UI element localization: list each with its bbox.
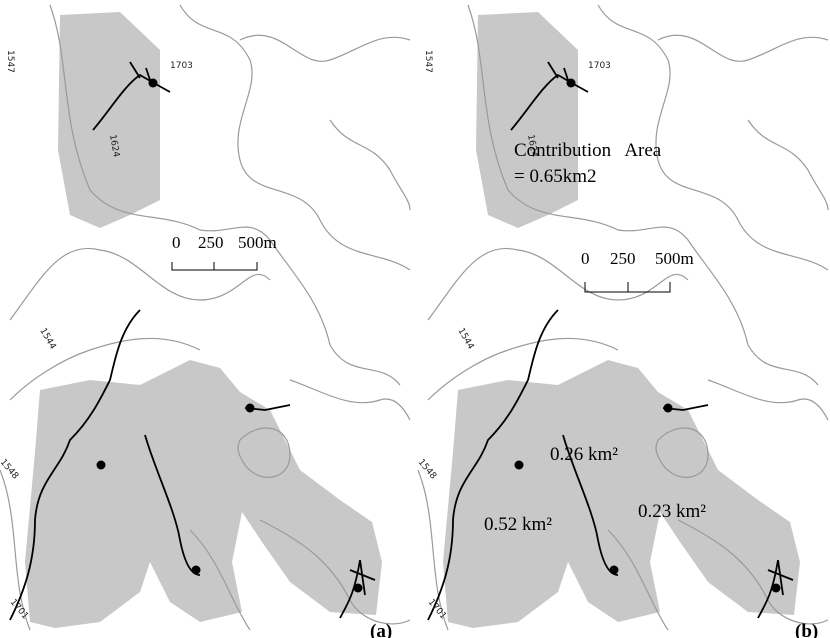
area-label: 0.26 km² bbox=[550, 444, 618, 465]
area-label: Contribution Area bbox=[514, 140, 662, 161]
contour-label: 1544 bbox=[455, 327, 475, 352]
contour-label: 1547 bbox=[5, 50, 15, 73]
contour-label: 1703 bbox=[170, 61, 193, 71]
scale-label: 0 bbox=[581, 249, 590, 268]
scale-bar bbox=[585, 282, 670, 292]
area-label: = 0.65km2 bbox=[514, 166, 597, 187]
contour-label: 1703 bbox=[588, 61, 611, 71]
contour-label: 1547 bbox=[423, 50, 433, 73]
area-label: 0.52 km² bbox=[484, 514, 552, 535]
area-label: 0.23 km² bbox=[638, 501, 706, 522]
scale-label: 0 bbox=[172, 233, 181, 252]
contour-label: 1544 bbox=[37, 327, 57, 352]
scale-label: 500m bbox=[655, 249, 694, 268]
panel-b-map bbox=[418, 5, 828, 630]
figure: 1547170316241544154817010250500m(a)15471… bbox=[0, 0, 830, 638]
scale-bar bbox=[172, 262, 257, 270]
scale-label: 250 bbox=[610, 249, 636, 268]
scale-label: 250 bbox=[198, 233, 224, 252]
contour-label: 1548 bbox=[416, 458, 439, 482]
panel-a-map bbox=[0, 5, 410, 630]
panel-label: (a) bbox=[370, 621, 392, 638]
panel-label: (b) bbox=[795, 621, 818, 638]
scale-label: 500m bbox=[238, 233, 277, 252]
